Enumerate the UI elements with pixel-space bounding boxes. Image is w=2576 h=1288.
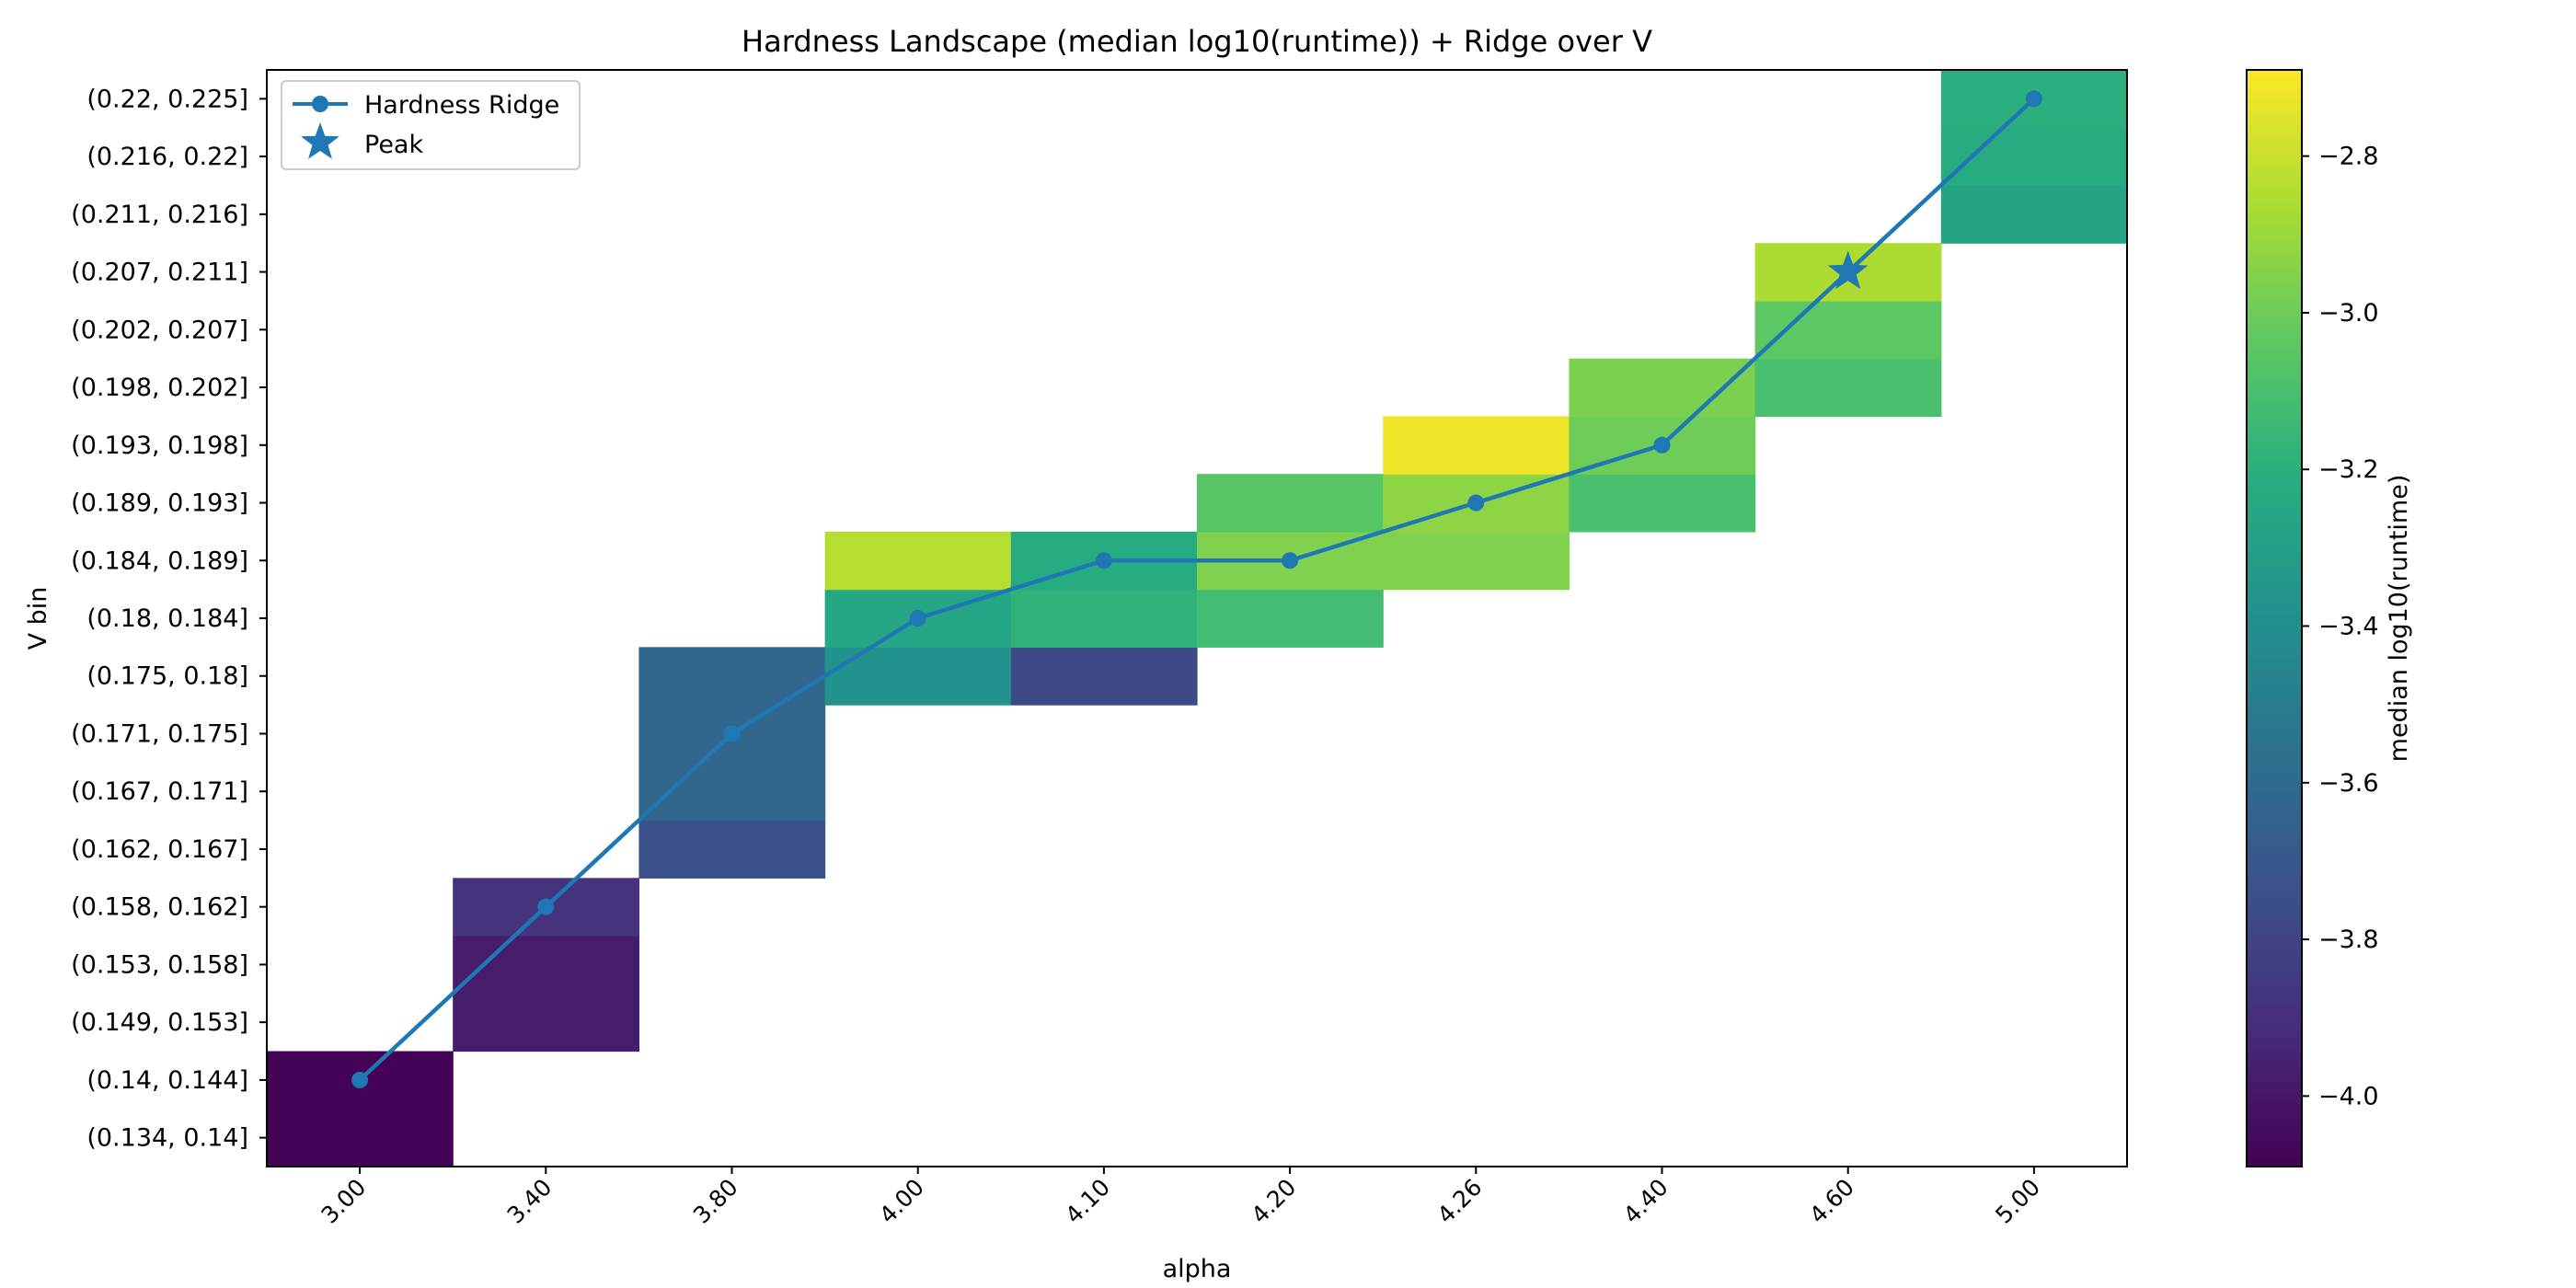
colorbar: −2.8 −3.0 −3.2 −3.4 −3.6 −3.8 −4.0 median log1… (2246, 69, 2413, 1167)
ridge-layer (351, 90, 2042, 1088)
y-tick-label: (0.149, 0.153] (71, 1008, 248, 1037)
heatmap-cell (1569, 474, 1756, 533)
ridge-point (2025, 90, 2042, 108)
ridge-point (1282, 552, 1299, 569)
y-tick-label: (0.167, 0.171] (71, 777, 248, 806)
heatmap-cell (824, 531, 1012, 591)
colorbar-tick-label: −3.8 (2318, 926, 2379, 954)
ridge-line (358, 97, 2036, 1082)
legend-peak-label: Peak (364, 131, 423, 159)
ridge-point (1467, 494, 1485, 512)
heatmap-cell (638, 647, 826, 706)
ridge-point (909, 610, 926, 627)
ridge-point (537, 898, 555, 915)
ridge-point (1095, 552, 1112, 569)
colorbar-tick-label: −3.4 (2318, 613, 2379, 641)
legend-ridge-marker (312, 96, 328, 112)
ridge-point (723, 725, 741, 742)
heatmap-cell (1010, 589, 1198, 648)
y-tick-label: (0.193, 0.198] (71, 431, 248, 460)
colorbar-ticks: −2.8 −3.0 −3.2 −3.4 −3.6 −3.8 −4.0 (2302, 143, 2379, 1110)
colorbar-label: median log10(runtime) (2385, 475, 2413, 763)
ridge-point (1653, 436, 1671, 454)
y-tick-label: (0.175, 0.18] (86, 662, 248, 691)
heatmap-cell (1383, 416, 1570, 475)
y-tick-label: (0.198, 0.202] (71, 374, 248, 402)
colorbar-tick-label: −4.0 (2318, 1082, 2379, 1110)
heatmap-cell (1383, 531, 1570, 591)
colorbar-frame (2246, 69, 2303, 1167)
y-axis: (0.134, 0.14] (0.14, 0.144] (0.149, 0.153]… (71, 85, 267, 1153)
ridge-point (351, 1071, 369, 1088)
colorbar-tick-label: −3.2 (2318, 455, 2379, 484)
heatmap-cell (1940, 185, 2128, 244)
legend-ridge-label: Hardness Ridge (364, 91, 559, 120)
heatmap-cell (267, 1109, 454, 1167)
y-tick-label: (0.189, 0.193] (71, 489, 248, 518)
y-tick-label: (0.18, 0.184] (86, 604, 248, 633)
colorbar-gradient (2247, 70, 2302, 1167)
y-tick-label: (0.184, 0.189] (71, 546, 248, 575)
y-tick-label: (0.153, 0.158] (71, 950, 248, 979)
y-axis-label: V bin (24, 587, 52, 650)
y-tick-label: (0.22, 0.225] (86, 85, 248, 113)
y-tick-label: (0.216, 0.22] (86, 143, 248, 171)
colorbar-tick-label: −2.8 (2318, 143, 2379, 171)
y-tick-label: (0.211, 0.216] (71, 201, 248, 229)
heatmap-cell (1754, 358, 1942, 418)
heatmap-cell (638, 820, 826, 879)
chart-title: Hardness Landscape (median log10(runtime… (742, 24, 1652, 59)
heatmap-cell (1569, 358, 1756, 418)
heatmap-cell (1010, 647, 1198, 706)
peak-star-marker (1827, 250, 1869, 290)
y-tick-label: (0.134, 0.14] (86, 1124, 248, 1153)
y-tick-label: (0.207, 0.211] (71, 259, 248, 287)
legend-peak-star-icon (301, 122, 339, 159)
y-tick-label: (0.162, 0.167] (71, 835, 248, 864)
y-tick-label: (0.158, 0.162] (71, 893, 248, 922)
x-axis-label: alpha (1163, 1255, 1232, 1283)
y-tick-label: (0.202, 0.207] (71, 316, 248, 344)
heatmap-cell (824, 647, 1012, 706)
legend: Hardness Ridge Peak (281, 80, 581, 170)
heatmap-cell (1197, 474, 1384, 533)
colorbar-tick-label: −3.6 (2318, 769, 2379, 798)
heatmap-cell (453, 993, 639, 1052)
heatmap-cell (1197, 589, 1384, 648)
legend-box (281, 80, 581, 170)
colorbar-tick-label: −3.0 (2318, 299, 2379, 328)
y-tick-label: (0.14, 0.144] (86, 1066, 248, 1095)
y-tick-label: (0.171, 0.175] (71, 719, 248, 748)
